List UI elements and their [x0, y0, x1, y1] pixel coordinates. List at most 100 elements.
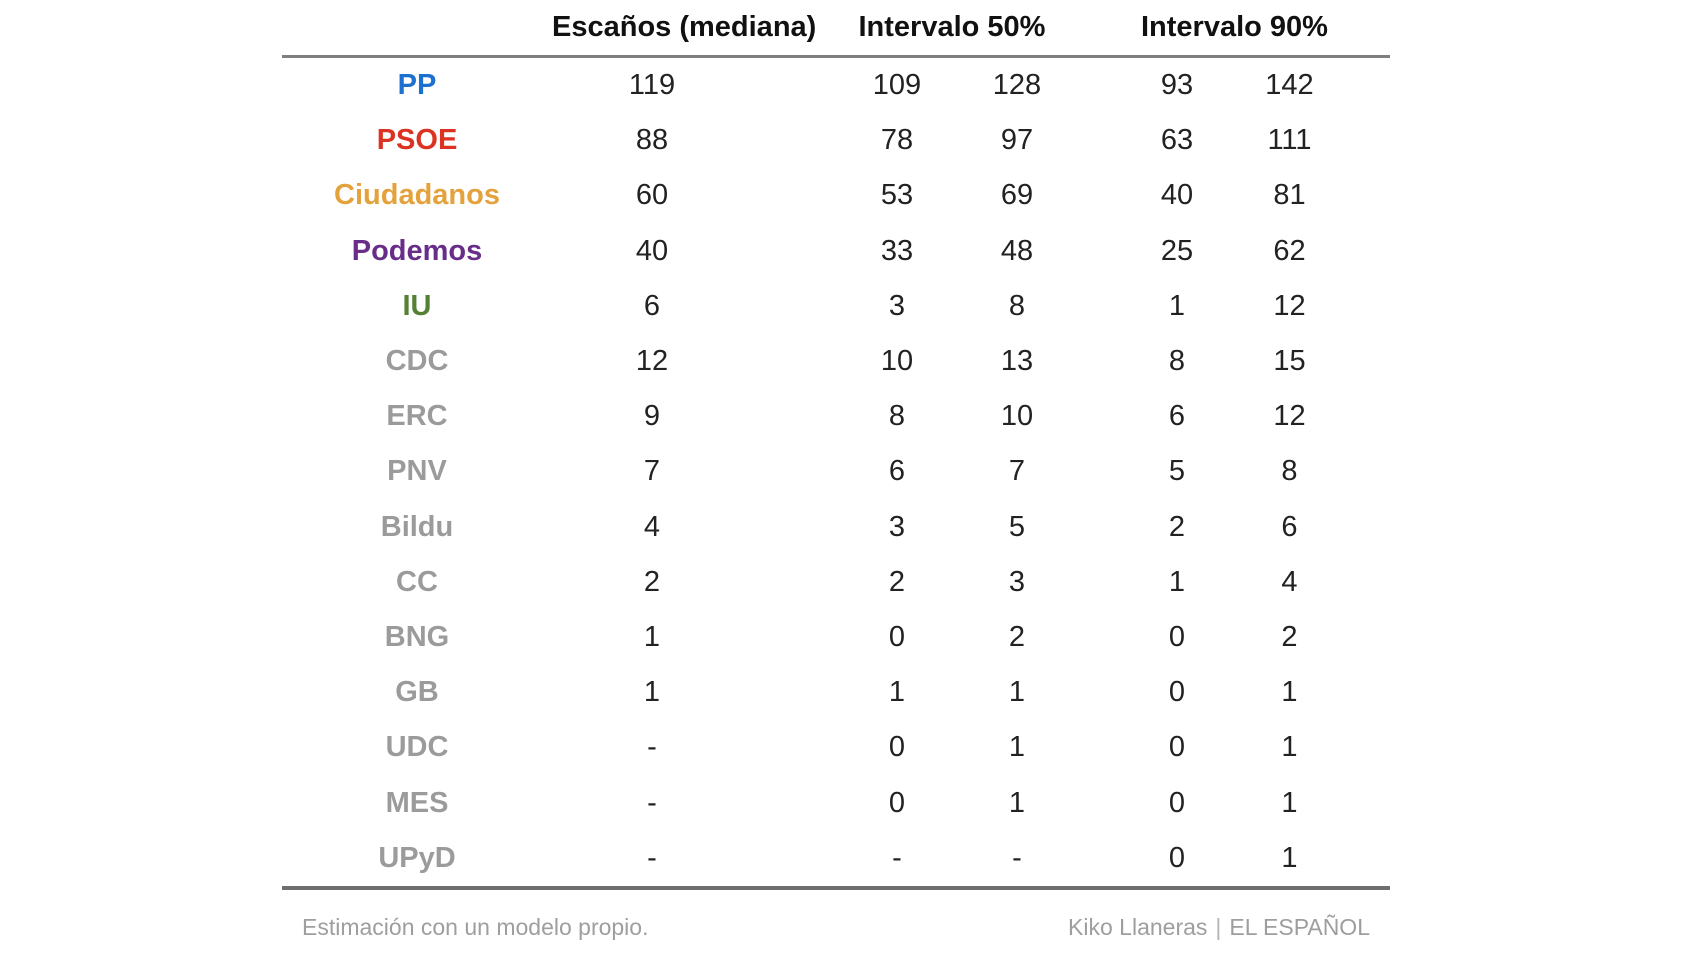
- interval90-low: 5: [1168, 455, 1186, 488]
- interval50-high: 97: [1000, 124, 1034, 157]
- interval90-high: 8: [1281, 455, 1298, 488]
- party-label: ERC: [386, 400, 448, 433]
- party-label: Podemos: [351, 234, 483, 267]
- party-label: CC: [396, 565, 438, 598]
- interval50-high: 10: [1000, 400, 1034, 433]
- interval50-low: 6: [888, 455, 906, 488]
- table-row-ciudadanos: Ciudadanos 60 53 69 40 81: [282, 168, 1390, 223]
- table-row-erc: ERC 9 8 10 6 12: [282, 389, 1390, 444]
- interval50-high: 1: [1008, 786, 1026, 819]
- interval90-low: 0: [1168, 731, 1186, 764]
- interval50-high: -: [1012, 841, 1022, 874]
- party-label: UPyD: [378, 841, 456, 874]
- interval90-low: 8: [1168, 345, 1186, 378]
- interval90-low: 0: [1168, 676, 1186, 709]
- median-value: 9: [643, 400, 661, 433]
- median-value: 119: [628, 69, 676, 102]
- credit-separator: |: [1215, 913, 1222, 940]
- interval50-high: 48: [1000, 234, 1034, 267]
- table-body: PP 119 109 128 93 142 PSOE 88 78 97 63 1…: [282, 58, 1390, 886]
- interval50-low: 78: [880, 124, 914, 157]
- table-row-cc: CC 2 2 3 1 4: [282, 555, 1390, 610]
- table-footer: Estimación con un modelo propio. Kiko Ll…: [282, 890, 1390, 941]
- interval50-high: 8: [1008, 289, 1026, 322]
- interval50-high: 1: [1008, 731, 1026, 764]
- table-row-iu: IU 6 3 8 1 12: [282, 279, 1390, 334]
- median-value: 6: [643, 289, 661, 322]
- credit-line: Kiko Llaneras | EL ESPAÑOL: [1068, 914, 1370, 941]
- median-value: 12: [635, 345, 669, 378]
- interval50-low: -: [892, 841, 902, 874]
- median-value: 60: [635, 179, 669, 212]
- table-row-gb: GB 1 1 1 0 1: [282, 665, 1390, 720]
- interval90-high: 1: [1281, 786, 1298, 819]
- interval50-low: 3: [888, 510, 906, 543]
- interval50-low: 0: [888, 731, 906, 764]
- party-label: BNG: [384, 620, 450, 653]
- party-label: PP: [397, 69, 437, 102]
- party-label: PNV: [387, 455, 447, 488]
- interval50-high: 2: [1008, 620, 1026, 653]
- interval90-high: 111: [1267, 124, 1312, 157]
- interval50-high: 69: [1000, 179, 1034, 212]
- interval90-low: 0: [1168, 786, 1186, 819]
- table-row-bng: BNG 1 0 2 0 2: [282, 610, 1390, 665]
- interval90-low: 0: [1168, 841, 1186, 874]
- table-row-upyd: UPyD - - - 0 1: [282, 831, 1390, 886]
- interval90-high: 1: [1281, 731, 1298, 764]
- median-value: 1: [643, 620, 661, 653]
- interval90-high: 1: [1281, 841, 1298, 874]
- interval90-high: 12: [1273, 400, 1306, 433]
- table-row-pp: PP 119 109 128 93 142: [282, 58, 1390, 113]
- table-row-udc: UDC - 0 1 0 1: [282, 720, 1390, 775]
- interval90-low: 0: [1168, 620, 1186, 653]
- interval90-low: 63: [1160, 124, 1194, 157]
- party-label: MES: [385, 786, 449, 819]
- interval50-low: 53: [880, 179, 914, 212]
- table-header-row: Escaños (mediana) Intervalo 50% Interval…: [282, 0, 1390, 55]
- median-value: 4: [643, 510, 661, 543]
- interval50-high: 7: [1008, 455, 1026, 488]
- header-intervalo-90: Intervalo 90%: [1141, 11, 1328, 43]
- interval50-low: 1: [888, 676, 906, 709]
- table-row-mes: MES - 0 1 0 1: [282, 775, 1390, 830]
- median-value: 40: [635, 234, 669, 267]
- interval50-low: 3: [888, 289, 906, 322]
- interval50-high: 128: [992, 69, 1042, 102]
- interval90-high: 81: [1273, 179, 1306, 212]
- interval90-high: 1: [1281, 676, 1298, 709]
- header-intervalo-50: Intervalo 50%: [858, 11, 1046, 43]
- table-row-podemos: Podemos 40 33 48 25 62: [282, 224, 1390, 279]
- median-value: 7: [643, 455, 661, 488]
- interval90-high: 142: [1265, 69, 1314, 102]
- interval90-high: 6: [1281, 510, 1298, 543]
- interval50-low: 10: [880, 345, 914, 378]
- party-label: IU: [402, 289, 432, 322]
- interval50-low: 0: [888, 786, 906, 819]
- table-row-psoe: PSOE 88 78 97 63 111: [282, 113, 1390, 168]
- interval50-low: 2: [888, 565, 906, 598]
- interval90-low: 2: [1168, 510, 1186, 543]
- interval50-high: 1: [1008, 676, 1026, 709]
- interval90-high: 62: [1273, 234, 1306, 267]
- interval90-low: 1: [1168, 289, 1186, 322]
- seats-estimate-table: Escaños (mediana) Intervalo 50% Interval…: [282, 0, 1390, 941]
- median-value: -: [647, 841, 657, 874]
- table-top-rule: [282, 55, 1390, 58]
- source-note: Estimación con un modelo propio.: [302, 913, 649, 940]
- interval90-high: 12: [1273, 289, 1306, 322]
- author-name: Kiko Llaneras: [1068, 913, 1208, 940]
- table-bottom-rule: [282, 885, 1390, 890]
- interval50-low: 109: [872, 69, 922, 102]
- interval90-low: 25: [1160, 234, 1194, 267]
- median-value: 1: [643, 676, 661, 709]
- interval50-low: 33: [880, 234, 914, 267]
- table-row-bildu: Bildu 4 3 5 2 6: [282, 500, 1390, 555]
- table-row-cdc: CDC 12 10 13 8 15: [282, 334, 1390, 389]
- interval90-high: 2: [1281, 620, 1298, 653]
- interval50-high: 13: [1000, 345, 1034, 378]
- party-label: Bildu: [380, 510, 454, 543]
- interval90-low: 6: [1168, 400, 1186, 433]
- interval50-high: 3: [1008, 565, 1026, 598]
- party-label: Ciudadanos: [334, 179, 500, 212]
